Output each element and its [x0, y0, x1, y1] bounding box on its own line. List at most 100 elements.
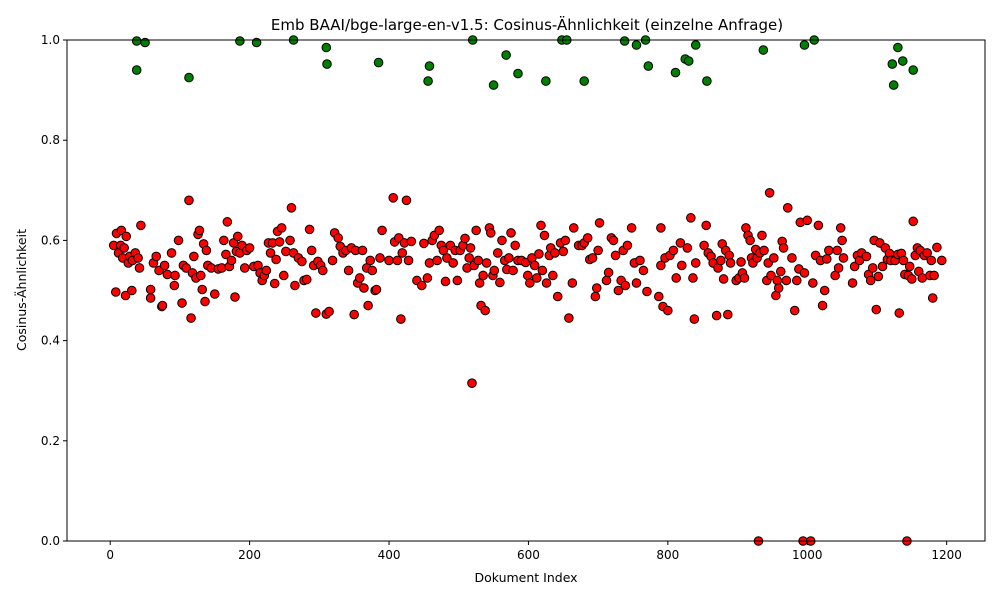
- y-tick-label: 0.2: [41, 434, 60, 448]
- data-point: [642, 286, 652, 297]
- data-point: [465, 243, 476, 253]
- data-point: [722, 309, 733, 320]
- y-axis-label: Cosinus-Ähnlichkeit: [14, 229, 29, 351]
- data-point: [908, 65, 919, 75]
- data-point: [638, 265, 649, 276]
- data-point: [221, 249, 231, 260]
- data-point: [497, 235, 507, 246]
- data-point: [306, 245, 317, 256]
- y-tick-label: 0.0: [41, 534, 60, 548]
- data-point: [847, 278, 858, 288]
- data-point: [787, 253, 797, 263]
- data-point: [513, 68, 523, 79]
- y-tick-label: 0.4: [41, 334, 60, 348]
- data-point: [506, 228, 516, 238]
- data-point: [699, 240, 709, 251]
- data-point: [781, 275, 792, 286]
- data-point: [656, 260, 666, 271]
- data-point: [159, 260, 170, 271]
- data-point: [799, 40, 810, 50]
- x-axis-label: Dokument Index: [474, 570, 577, 585]
- data-point: [377, 225, 387, 236]
- data-point: [363, 300, 373, 311]
- data-point: [865, 275, 876, 286]
- data-point: [416, 280, 427, 291]
- data-point: [357, 245, 368, 256]
- data-point: [354, 273, 365, 283]
- data-point: [835, 223, 846, 233]
- data-point: [349, 309, 359, 320]
- data-point: [504, 253, 514, 263]
- data-point: [622, 240, 633, 251]
- data-point: [184, 195, 194, 206]
- data-point: [488, 80, 499, 90]
- data-point: [239, 263, 250, 273]
- data-point: [536, 220, 546, 231]
- data-point: [495, 277, 505, 288]
- data-point: [893, 42, 903, 53]
- data-point: [653, 291, 664, 302]
- data-point: [297, 256, 307, 267]
- data-point: [173, 235, 184, 246]
- data-point: [184, 72, 194, 83]
- data-point: [603, 267, 614, 278]
- data-point: [235, 36, 245, 46]
- data-point: [286, 203, 297, 213]
- data-point: [635, 255, 645, 266]
- data-point: [222, 217, 233, 227]
- data-point: [541, 278, 552, 288]
- data-point: [157, 300, 168, 311]
- data-point: [230, 292, 240, 302]
- data-point: [711, 310, 722, 321]
- data-point: [898, 255, 909, 266]
- data-point: [271, 254, 281, 265]
- data-point: [166, 248, 177, 258]
- data-point: [887, 59, 898, 69]
- data-point: [802, 215, 813, 226]
- data-point: [251, 37, 262, 48]
- data-point: [663, 305, 673, 316]
- data-point: [424, 61, 435, 71]
- data-point: [631, 40, 642, 50]
- data-point: [467, 378, 477, 388]
- data-point: [922, 248, 932, 258]
- data-point: [269, 278, 280, 289]
- data-point: [510, 240, 521, 251]
- data-point: [773, 283, 784, 293]
- data-point: [873, 271, 884, 282]
- data-point: [419, 238, 429, 249]
- data-point: [133, 253, 143, 263]
- data-point: [676, 260, 687, 271]
- data-point: [473, 255, 484, 266]
- data-point: [619, 36, 630, 46]
- data-point: [702, 76, 712, 86]
- data-point: [189, 251, 199, 262]
- data-point: [508, 265, 518, 276]
- data-point: [861, 251, 872, 262]
- data-point: [560, 235, 571, 246]
- data-point: [904, 261, 915, 272]
- data-point: [140, 37, 150, 48]
- data-point: [232, 231, 243, 242]
- data-point: [265, 248, 276, 258]
- data-point: [200, 296, 210, 307]
- data-point: [725, 258, 736, 268]
- x-tick-label: 1000: [792, 548, 823, 562]
- data-point: [907, 274, 917, 284]
- data-point: [877, 261, 888, 272]
- data-point: [608, 235, 619, 246]
- data-point: [929, 270, 939, 281]
- data-point: [610, 250, 621, 261]
- data-point: [532, 273, 542, 283]
- data-point: [567, 278, 578, 288]
- data-point: [318, 265, 328, 276]
- data-point: [529, 260, 540, 271]
- data-point: [656, 223, 666, 233]
- data-point: [537, 265, 548, 276]
- data-point: [464, 253, 474, 263]
- data-point: [817, 300, 828, 311]
- data-point: [789, 305, 800, 316]
- data-point: [278, 270, 289, 281]
- data-point: [716, 255, 726, 266]
- data-point: [261, 265, 272, 276]
